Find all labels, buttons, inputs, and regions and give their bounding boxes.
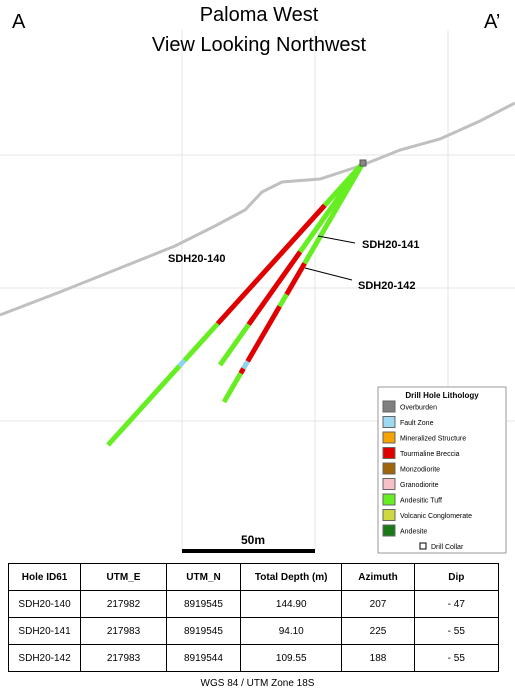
table-cell: 94.10 — [240, 617, 343, 645]
hole-segment — [182, 322, 220, 363]
legend-label: Volcanic Conglomerate — [400, 513, 472, 520]
table-cell: 217982 — [80, 590, 167, 618]
hole-segment — [241, 360, 250, 370]
table-row: SDH20-140 217982 8919545 144.90 207- 47 — [7, 590, 500, 618]
legend-swatch — [382, 509, 396, 521]
table-cell: 207 — [341, 590, 415, 618]
hole-segment — [221, 372, 243, 404]
legend-label: Fault Zone — [400, 420, 434, 427]
title: View Looking Northwest — [152, 34, 367, 56]
legend: Overburden Fault Zone Mineralized Structur… — [382, 400, 472, 537]
hole-label: SDH20-140 — [168, 253, 225, 265]
table-cell: 8919544 — [165, 644, 242, 672]
collar-symbol — [419, 542, 427, 550]
table-cell: SDH20-140 — [7, 590, 82, 618]
hole-segment — [246, 250, 303, 327]
table-cell: 188 — [341, 644, 415, 672]
hole-table: Hole ID61 UTM_E UTM_N Total Depth (m) Azimut… — [7, 563, 500, 672]
table-row: SDH20-141 217983 8919545 94.10 225- 55 — [7, 617, 500, 645]
header-cell: Total Depth (m) — [240, 563, 343, 591]
leader — [304, 267, 353, 281]
table-cell: - 47 — [413, 590, 500, 618]
section-label: A — [12, 11, 26, 33]
table-row: SDH20-142 217983 8919544 109.55 188- 55 — [7, 644, 500, 672]
table-cell: 8919545 — [165, 617, 242, 645]
legend-label: Andesite — [400, 529, 427, 536]
legend-label: Granodiorite — [400, 482, 439, 489]
header-cell: Dip — [413, 563, 500, 591]
table-cell: 225 — [341, 617, 415, 645]
table-cell: SDH20-141 — [7, 617, 82, 645]
grid — [0, 30, 515, 550]
scale-label: 50m — [241, 533, 265, 547]
table-cell: 217983 — [80, 644, 167, 672]
hole-segment — [238, 367, 246, 375]
table-cell: SDH20-142 — [7, 644, 82, 672]
header-cell: UTM_E — [80, 563, 167, 591]
legend-swatch — [382, 462, 396, 475]
header-cell: Hole ID61 — [7, 563, 82, 591]
section-label: A’ — [484, 11, 500, 33]
leader — [317, 235, 356, 244]
table-cell: 217983 — [80, 617, 167, 645]
table-cell: 109.55 — [240, 644, 343, 672]
legend-label: Andesitic Tuff — [400, 498, 442, 505]
hole-label: SDH20-141 — [362, 239, 419, 251]
legend-swatch — [382, 478, 396, 490]
legend-swatch — [382, 447, 396, 459]
legend-label: Overburden — [400, 405, 437, 412]
legend-swatch — [382, 524, 396, 537]
legend-swatch — [382, 431, 396, 444]
drill-holes — [106, 159, 367, 447]
hole-segment — [177, 358, 187, 368]
table-cell: - 55 — [413, 617, 500, 645]
header-cell: UTM_N — [165, 563, 242, 591]
legend-label: Mineralized Structure — [400, 436, 466, 443]
hole-label: SDH20-142 — [358, 280, 415, 292]
table-cell: 144.90 — [240, 590, 343, 618]
topography — [0, 101, 515, 317]
title: Paloma West — [200, 4, 319, 26]
hole-segment — [106, 364, 182, 447]
table-cell: - 55 — [413, 644, 500, 672]
collar — [359, 159, 367, 167]
legend-label: Drill Collar — [431, 544, 464, 551]
legend-box — [377, 386, 507, 554]
footer: WGS 84 / UTM Zone 18S — [200, 678, 315, 689]
hole-segment — [215, 203, 327, 326]
section: Paloma West View Looking Northwest A A’ … — [0, 4, 515, 554]
hole-segment — [277, 293, 289, 308]
legend-swatch — [382, 493, 396, 506]
legend-label: Tourmaline Breccia — [400, 451, 460, 458]
hole-segment — [217, 323, 251, 367]
hole-segment — [302, 161, 366, 265]
legend-title: Drill Hole Lithology — [405, 391, 479, 400]
hole-segment — [245, 305, 282, 363]
header-cell: Azimuth — [341, 563, 415, 591]
legend-swatch — [382, 416, 396, 428]
legend-swatch — [382, 400, 396, 413]
hole-segment — [284, 262, 307, 296]
table-header: Hole ID61 UTM_E UTM_N Total Depth (m) Azimut… — [7, 563, 500, 591]
table-cell: 8919545 — [165, 590, 242, 618]
legend-label: Monzodiorite — [400, 467, 440, 474]
